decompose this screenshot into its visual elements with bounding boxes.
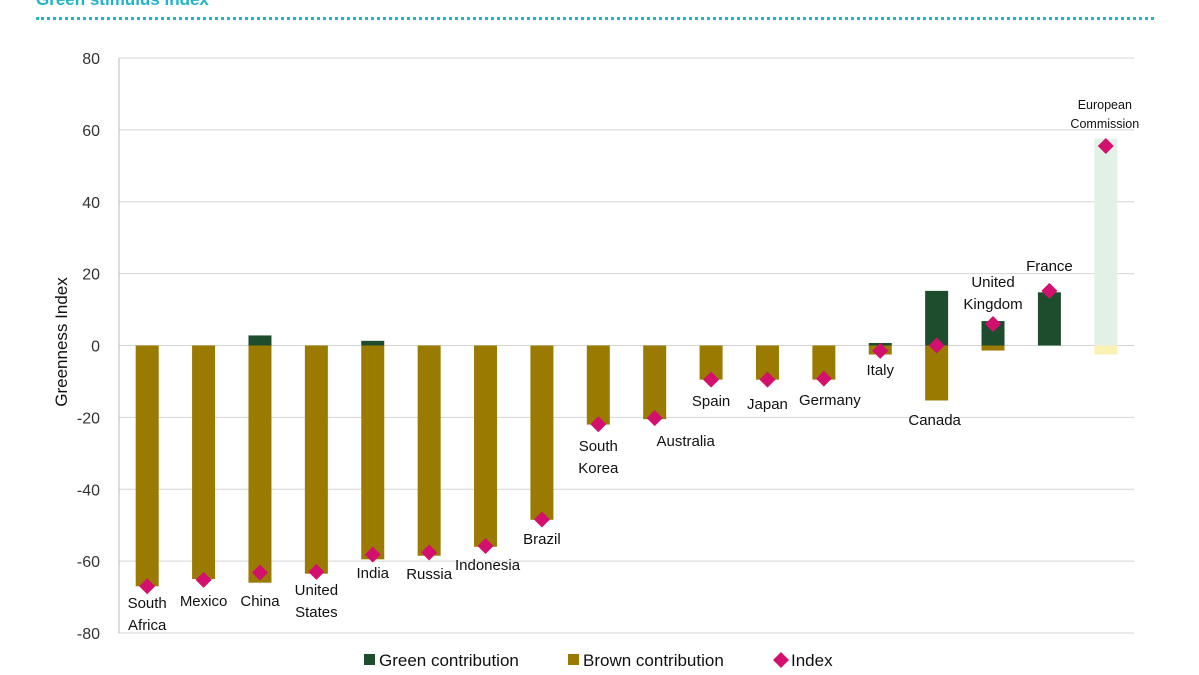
index-marker-brazil <box>533 511 550 528</box>
title-divider <box>36 17 1154 20</box>
legend-label-brown-contribution: Brown contribution <box>583 651 724 670</box>
category-label-mexico: Mexico <box>180 593 228 610</box>
y-tick-label: 0 <box>91 339 100 356</box>
legend: Green contribution Brown contribution Inde… <box>364 651 833 670</box>
category-label-australia: Australia <box>657 433 716 450</box>
bar-brown-germany <box>812 345 836 380</box>
bar-brown-south-africa <box>135 345 159 587</box>
y-tick-label: 60 <box>82 123 100 140</box>
category-label-canada: Canada <box>908 412 961 429</box>
y-axis: 80 60 40 20 0 -20 -40 -60 -80 <box>77 51 120 643</box>
index-marker-european-commission <box>1097 138 1114 155</box>
legend-swatch-green-contribution <box>364 654 375 665</box>
category-label-european-commission: Commission <box>1070 117 1139 131</box>
legend-swatch-index <box>773 652 789 668</box>
category-label-italy: Italy <box>866 362 894 379</box>
category-label-china: China <box>240 593 280 610</box>
category-label-indonesia: Indonesia <box>455 557 521 574</box>
y-tick-label: 40 <box>82 195 100 212</box>
index-marker-united-kingdom <box>985 315 1002 332</box>
index-marker-india <box>364 546 381 563</box>
category-label-united-states: United <box>295 582 338 599</box>
y-tick-label: 20 <box>82 267 100 284</box>
bars <box>135 138 1118 587</box>
bar-brown-european-commission <box>1094 345 1118 355</box>
index-marker-germany <box>815 370 832 387</box>
bar-brown-brazil <box>530 345 554 520</box>
y-tick-label: -20 <box>77 410 100 427</box>
legend-label-green-contribution: Green contribution <box>379 651 519 670</box>
bar-brown-united-kingdom <box>981 345 1005 351</box>
legend-label-index: Index <box>791 651 833 670</box>
y-tick-label: -60 <box>77 554 100 571</box>
index-marker-indonesia <box>477 538 494 555</box>
y-tick-label: 80 <box>82 51 100 68</box>
index-marker-china <box>251 564 268 581</box>
index-marker-canada <box>928 337 945 354</box>
category-labels: South Africa Mexico China United States India R… <box>128 98 1140 634</box>
index-marker-south-korea <box>590 416 607 433</box>
y-tick-label: -40 <box>77 482 100 499</box>
bar-brown-china <box>248 345 272 583</box>
chart-title: Green stimulus index <box>36 0 209 10</box>
bar-green-canada <box>925 290 949 346</box>
category-label-south-korea: South <box>579 438 618 455</box>
category-label-european-commission: European <box>1078 98 1132 112</box>
index-marker-mexico <box>195 571 212 588</box>
y-axis-label: Greenness Index <box>52 277 71 407</box>
bar-brown-indonesia <box>474 345 498 547</box>
index-marker-spain <box>703 371 720 388</box>
index-marker-italy <box>872 342 889 359</box>
bar-green-france <box>1037 292 1061 346</box>
category-label-south-africa: Africa <box>128 617 167 634</box>
category-label-france: France <box>1026 258 1073 275</box>
category-label-south-africa: South <box>128 595 167 612</box>
bar-brown-australia <box>643 345 667 420</box>
index-marker-japan <box>759 371 776 388</box>
category-label-united-kingdom: United <box>971 274 1014 291</box>
index-marker-australia <box>646 410 663 427</box>
bar-brown-spain <box>699 345 723 380</box>
category-label-india: India <box>356 565 389 582</box>
category-label-spain: Spain <box>692 393 730 410</box>
index-marker-russia <box>421 544 438 561</box>
bar-green-china <box>248 335 272 346</box>
category-label-russia: Russia <box>406 566 453 583</box>
bar-brown-united-states <box>304 345 328 574</box>
category-label-brazil: Brazil <box>523 531 561 548</box>
bar-brown-south-korea <box>586 345 610 425</box>
legend-swatch-brown-contribution <box>568 654 579 665</box>
category-label-japan: Japan <box>747 396 788 413</box>
category-label-united-kingdom: Kingdom <box>963 296 1022 313</box>
bar-green-european-commission <box>1094 138 1118 346</box>
bar-brown-india <box>361 345 385 560</box>
category-label-united-states: States <box>295 604 338 621</box>
bar-green-united-kingdom <box>981 321 1005 346</box>
index-marker-united-states <box>308 563 325 580</box>
category-label-south-korea: Korea <box>578 460 619 477</box>
bar-brown-canada <box>925 345 949 401</box>
index-marker-france <box>1041 282 1058 299</box>
index-marker-south-africa <box>139 578 156 595</box>
bar-green-india <box>361 340 385 346</box>
gridlines <box>119 57 1134 634</box>
bar-brown-mexico <box>192 345 216 580</box>
bar-brown-japan <box>755 345 779 380</box>
y-tick-label: -80 <box>77 626 100 643</box>
category-label-germany: Germany <box>799 392 861 409</box>
index-markers <box>139 138 1114 595</box>
bar-brown-russia <box>417 345 441 556</box>
